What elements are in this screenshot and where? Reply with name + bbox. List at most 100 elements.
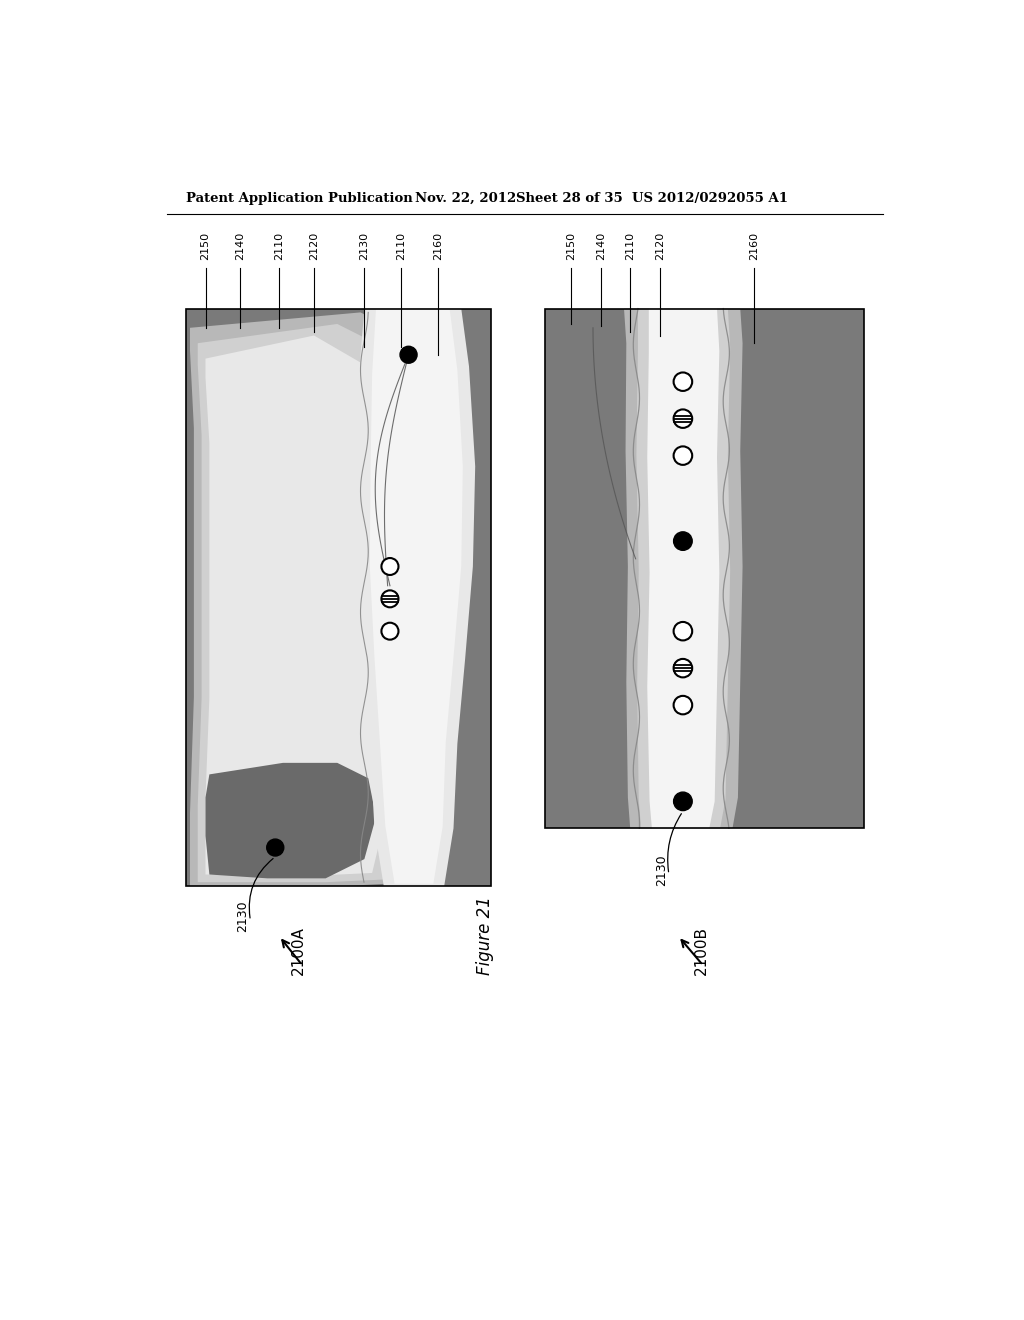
Point [439,371,456,392]
Point [223,640,240,661]
Point [262,504,279,525]
Point [267,867,284,888]
Point [407,755,423,776]
Point [730,454,746,475]
Point [812,341,828,362]
Point [450,470,466,491]
Point [705,742,721,763]
Point [840,367,856,388]
Point [646,751,663,772]
Point [441,751,458,772]
Point [303,461,319,482]
Point [264,861,281,882]
Point [583,387,599,408]
Point [827,556,844,577]
Point [418,727,434,748]
Point [707,682,723,704]
Point [222,594,239,615]
Point [542,546,558,568]
Point [458,623,474,644]
Point [672,312,688,333]
Point [215,586,231,607]
Point [427,401,443,422]
Point [372,717,388,738]
Point [453,312,469,333]
Point [422,787,438,808]
Point [800,726,816,747]
Point [685,360,701,381]
Point [197,576,213,597]
Point [355,660,372,681]
Point [797,754,813,775]
Point [362,399,379,420]
Point [399,395,416,416]
Point [212,846,228,867]
Point [263,751,280,772]
Point [309,531,326,552]
Point [797,329,813,350]
Point [231,504,248,525]
Point [264,566,281,587]
Point [679,304,695,325]
Point [209,504,225,525]
Point [430,550,446,572]
Point [589,352,605,374]
Point [687,807,703,828]
Point [297,558,313,579]
Point [242,843,258,865]
Point [231,359,248,380]
Point [343,689,359,710]
Point [762,614,778,635]
Point [232,417,249,438]
Circle shape [381,623,398,640]
Point [651,657,668,678]
Point [692,557,709,578]
Point [692,754,709,775]
Point [782,314,799,335]
Point [244,449,260,470]
Point [573,706,590,727]
Point [239,799,255,820]
Point [262,537,279,558]
Point [599,432,615,453]
Point [547,644,563,665]
Point [690,508,707,529]
Point [401,834,418,855]
Point [799,359,815,380]
Point [665,480,681,502]
Point [793,470,809,491]
Point [639,367,655,388]
Point [662,395,678,416]
Point [411,327,427,348]
Point [696,631,713,652]
Point [402,545,419,566]
Point [238,595,254,616]
Point [229,750,246,771]
Point [333,409,349,430]
Point [547,638,563,659]
Point [198,842,214,863]
Point [480,574,497,595]
Point [736,573,753,594]
Point [765,640,781,661]
Point [450,348,466,370]
Point [392,842,409,863]
Point [281,814,297,836]
Point [388,413,404,434]
Point [350,800,367,821]
Point [345,426,361,447]
Point [431,569,447,590]
Point [387,858,403,879]
Point [327,492,343,513]
Point [315,618,332,639]
Point [283,700,299,721]
Point [390,371,407,392]
Point [616,595,633,616]
Point [434,483,451,504]
Point [620,346,636,367]
Point [662,630,678,651]
Point [242,512,258,533]
Point [772,562,788,583]
Point [430,619,446,640]
Point [347,426,364,447]
